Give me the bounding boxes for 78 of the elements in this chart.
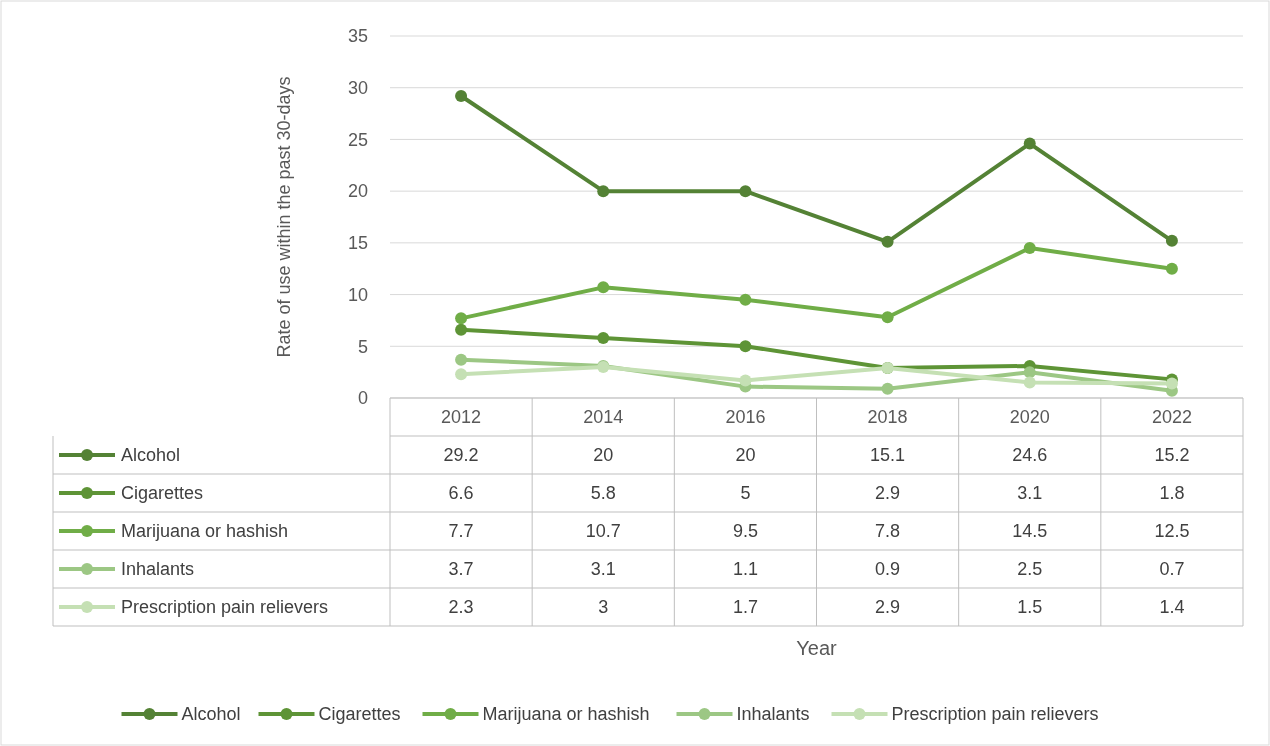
- data-label: 1.5: [1017, 597, 1043, 618]
- point: [455, 353, 468, 366]
- text: Alcohol: [181, 704, 241, 725]
- data-label: 1.7: [732, 597, 758, 618]
- point: [597, 185, 610, 198]
- legend-label: Cigarettes: [121, 483, 204, 504]
- legend-label: Prescription pain relievers: [121, 597, 329, 618]
- y-tick-label: 30: [347, 78, 368, 99]
- point: [739, 293, 752, 306]
- point: [455, 89, 468, 102]
- point: [1165, 377, 1178, 390]
- point: [597, 332, 610, 345]
- data-label: 2.3: [448, 597, 474, 618]
- point: [739, 185, 752, 198]
- y-tick-label: 20: [347, 181, 368, 202]
- data-label: 10.7: [585, 521, 621, 542]
- x-tick-label: 2016: [725, 407, 766, 428]
- point: [881, 235, 894, 248]
- y-tick-label: 15: [347, 233, 368, 254]
- data-label: 6.6: [448, 483, 474, 504]
- point: [739, 340, 752, 353]
- y-tick-label: 35: [347, 26, 368, 47]
- data-label: 2.9: [875, 483, 901, 504]
- data-label: 1.4: [1159, 597, 1185, 618]
- x-tick-label: 2014: [583, 407, 624, 428]
- data-label: 2.9: [875, 597, 901, 618]
- x-tick-label: 2022: [1151, 407, 1192, 428]
- x-tick-label: 2020: [1009, 407, 1050, 428]
- data-label: 20: [735, 445, 756, 466]
- legend-label: Alcohol: [121, 445, 181, 466]
- y-tick-label: 10: [347, 284, 368, 305]
- point: [1023, 366, 1036, 379]
- data-label: 15.2: [1154, 445, 1190, 466]
- text: Year: [796, 637, 838, 659]
- point: [455, 323, 468, 336]
- data-label: 1.1: [732, 559, 758, 580]
- x-tick-label: 2018: [867, 407, 908, 428]
- point: [881, 311, 894, 324]
- legend-label: Inhalants: [121, 559, 195, 580]
- point: [1165, 234, 1178, 247]
- y-tick-label: 0: [357, 388, 368, 409]
- point: [1023, 376, 1036, 389]
- legend-label: Marijuana or hashish: [121, 521, 289, 542]
- data-label: 3.1: [590, 559, 616, 580]
- data-label: 14.5: [1012, 521, 1048, 542]
- data-label: 15.1: [870, 445, 906, 466]
- data-label: 3: [598, 597, 609, 618]
- data-label: 7.8: [875, 521, 901, 542]
- data-label: 0.7: [1159, 559, 1185, 580]
- point: [1023, 137, 1036, 150]
- point: [1165, 262, 1178, 275]
- data-label: 5.8: [590, 483, 616, 504]
- point: [1023, 242, 1036, 255]
- point: [597, 281, 610, 294]
- data-label: 3.7: [448, 559, 474, 580]
- data-label: 0.9: [875, 559, 901, 580]
- data-label: 20: [593, 445, 614, 466]
- point: [455, 368, 468, 381]
- text: Cigarettes: [318, 704, 401, 725]
- x-tick-label: 2012: [441, 407, 482, 428]
- text: Marijuana or hashish: [482, 704, 650, 725]
- data-label: 24.6: [1012, 445, 1048, 466]
- text: Prescription pain relievers: [891, 704, 1099, 725]
- data-label: 1.8: [1159, 483, 1185, 504]
- y-tick-label: 5: [357, 336, 368, 357]
- y-axis-title: Rate of use within the past 30-days: [274, 76, 295, 358]
- data-label: 9.5: [732, 521, 758, 542]
- point: [455, 312, 468, 325]
- data-label: 2.5: [1017, 559, 1043, 580]
- point: [881, 382, 894, 395]
- point: [739, 374, 752, 387]
- data-label: 3.1: [1017, 483, 1043, 504]
- text: Inhalants: [736, 704, 810, 725]
- data-label: 12.5: [1154, 521, 1190, 542]
- data-label: 7.7: [448, 521, 474, 542]
- data-label: 29.2: [443, 445, 479, 466]
- data-label: 5: [740, 483, 751, 504]
- y-tick-label: 25: [347, 129, 368, 150]
